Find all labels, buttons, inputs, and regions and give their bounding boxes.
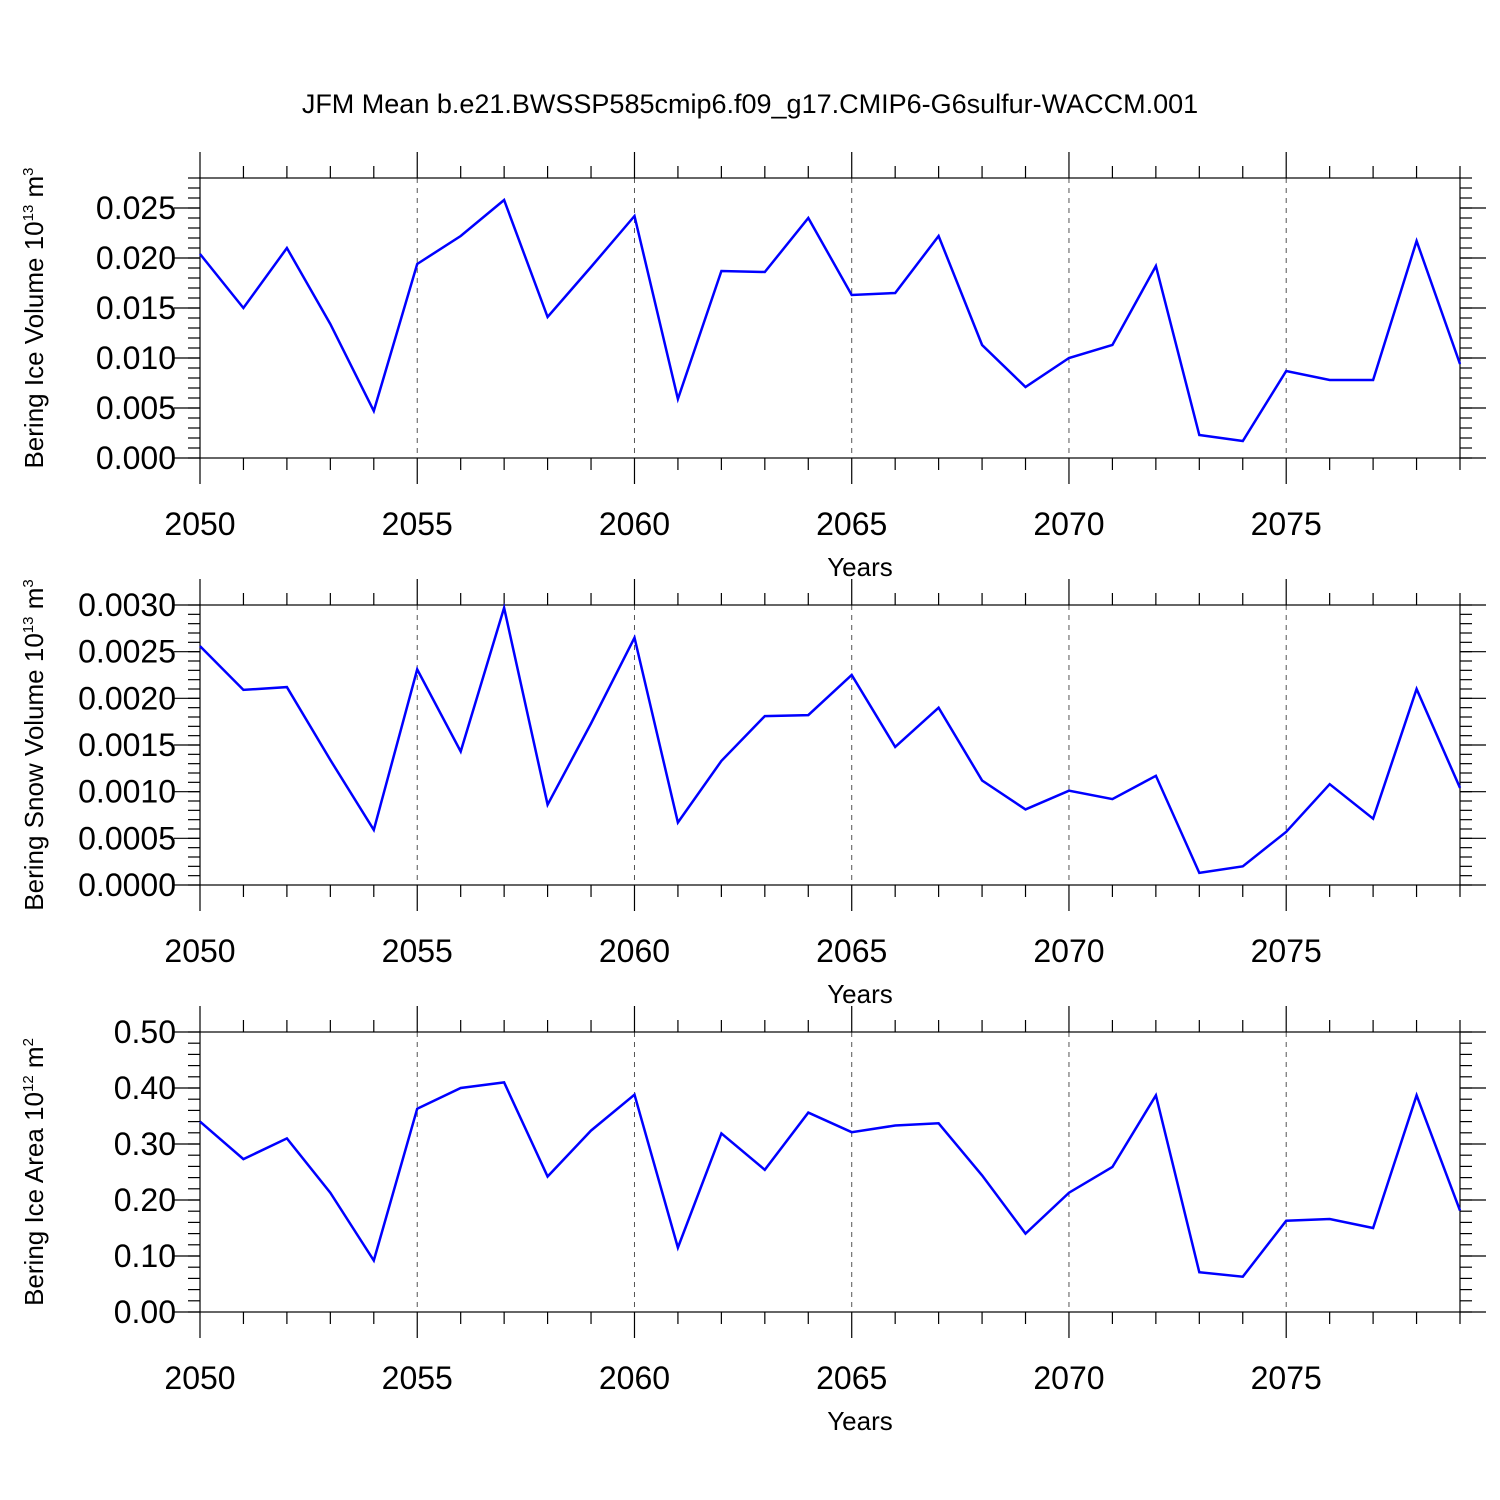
panels: 2050 2055 2060 2065 2070 2075 0.000 0.005 0.010 0… [19, 152, 1486, 1436]
y-axis-label-text: Bering Ice Volume 10 [19, 221, 49, 468]
y-tick-label: 0.0020 [78, 680, 176, 716]
x-tick-label: 2065 [816, 506, 887, 542]
y-tick-label: 0.0000 [78, 867, 176, 903]
x-tick-label: 2050 [164, 506, 235, 542]
y-axis-label: Bering Ice Area 1012 m2 [19, 1038, 49, 1306]
y-tick-label: 0.010 [96, 340, 176, 376]
y-tick-label: 0.0025 [78, 634, 176, 670]
y-axis-label-exponent: 12 [20, 1075, 37, 1092]
x-tick-label: 2060 [599, 933, 670, 969]
series-line [199, 1081, 1462, 1279]
y-tick-label: 0.10 [114, 1238, 176, 1274]
y-tick-label: 0.40 [114, 1070, 176, 1106]
y-tick-label: 0.0005 [78, 820, 176, 856]
x-axis-label: Years [827, 979, 893, 1009]
y-axis-label-unit: m [19, 588, 49, 617]
x-tick-label: 2060 [599, 506, 670, 542]
y-tick-label: 0.005 [96, 390, 176, 426]
x-tick-label: 2055 [382, 1360, 453, 1396]
y-tick-label: 0.00 [114, 1294, 176, 1330]
y-tick-label: 0.20 [114, 1182, 176, 1218]
series-line [199, 197, 1462, 443]
y-axis-label-unit-exponent: 3 [20, 579, 37, 587]
y-axis-label-unit: m [19, 176, 49, 205]
x-tick-label: 2065 [816, 933, 887, 969]
x-tick-label: 2055 [382, 506, 453, 542]
x-tick-label: 2070 [1033, 506, 1104, 542]
y-axis-label: Bering Ice Volume 1013 m3 [19, 167, 49, 468]
y-axis-label-text: Bering Snow Volume 10 [19, 633, 49, 911]
x-tick-label: 2070 [1033, 1360, 1104, 1396]
y-tick-label: 0.000 [96, 440, 176, 476]
y-axis-label-exponent: 13 [20, 617, 37, 634]
x-tick-label: 2075 [1251, 1360, 1322, 1396]
series-line [199, 602, 1462, 875]
y-axis-label-text: Bering Ice Area 10 [19, 1092, 49, 1306]
y-axis-label-unit-exponent: 2 [20, 1038, 37, 1046]
y-tick-label: 0.0015 [78, 727, 176, 763]
y-axis-label-unit-exponent: 3 [20, 167, 37, 175]
y-tick-label: 0.015 [96, 290, 176, 326]
x-axis-label: Years [827, 552, 893, 582]
panel-3: 2050 2055 2060 2065 2070 2075 0.00 0.10 0.20 0.30… [19, 1006, 1486, 1436]
x-tick-label: 2050 [164, 933, 235, 969]
x-tick-label: 2055 [382, 933, 453, 969]
x-tick-label: 2075 [1251, 506, 1322, 542]
figure-title: JFM Mean b.e21.BWSSP585cmip6.f09_g17.CMI… [302, 89, 1198, 119]
panel-2: 2050 2055 2060 2065 2070 2075 0.0000 0.0005 0.00… [19, 579, 1486, 1009]
panel-1: 2050 2055 2060 2065 2070 2075 0.000 0.005 0.010 0… [19, 152, 1486, 582]
y-tick-label: 0.50 [114, 1014, 176, 1050]
x-tick-label: 2075 [1251, 933, 1322, 969]
y-tick-label: 0.0030 [78, 587, 176, 623]
y-tick-label: 0.025 [96, 190, 176, 226]
x-axis-label: Years [827, 1406, 893, 1436]
y-axis-label-exponent: 13 [20, 205, 37, 222]
x-tick-label: 2070 [1033, 933, 1104, 969]
y-tick-label: 0.30 [114, 1126, 176, 1162]
x-tick-label: 2050 [164, 1360, 235, 1396]
y-tick-label: 0.0010 [78, 774, 176, 810]
x-tick-label: 2060 [599, 1360, 670, 1396]
y-axis-label: Bering Snow Volume 1013 m3 [19, 579, 49, 910]
y-axis-label-unit: m [19, 1046, 49, 1075]
plot-frame [199, 1031, 1461, 1313]
y-tick-label: 0.020 [96, 240, 176, 276]
x-tick-label: 2065 [816, 1360, 887, 1396]
